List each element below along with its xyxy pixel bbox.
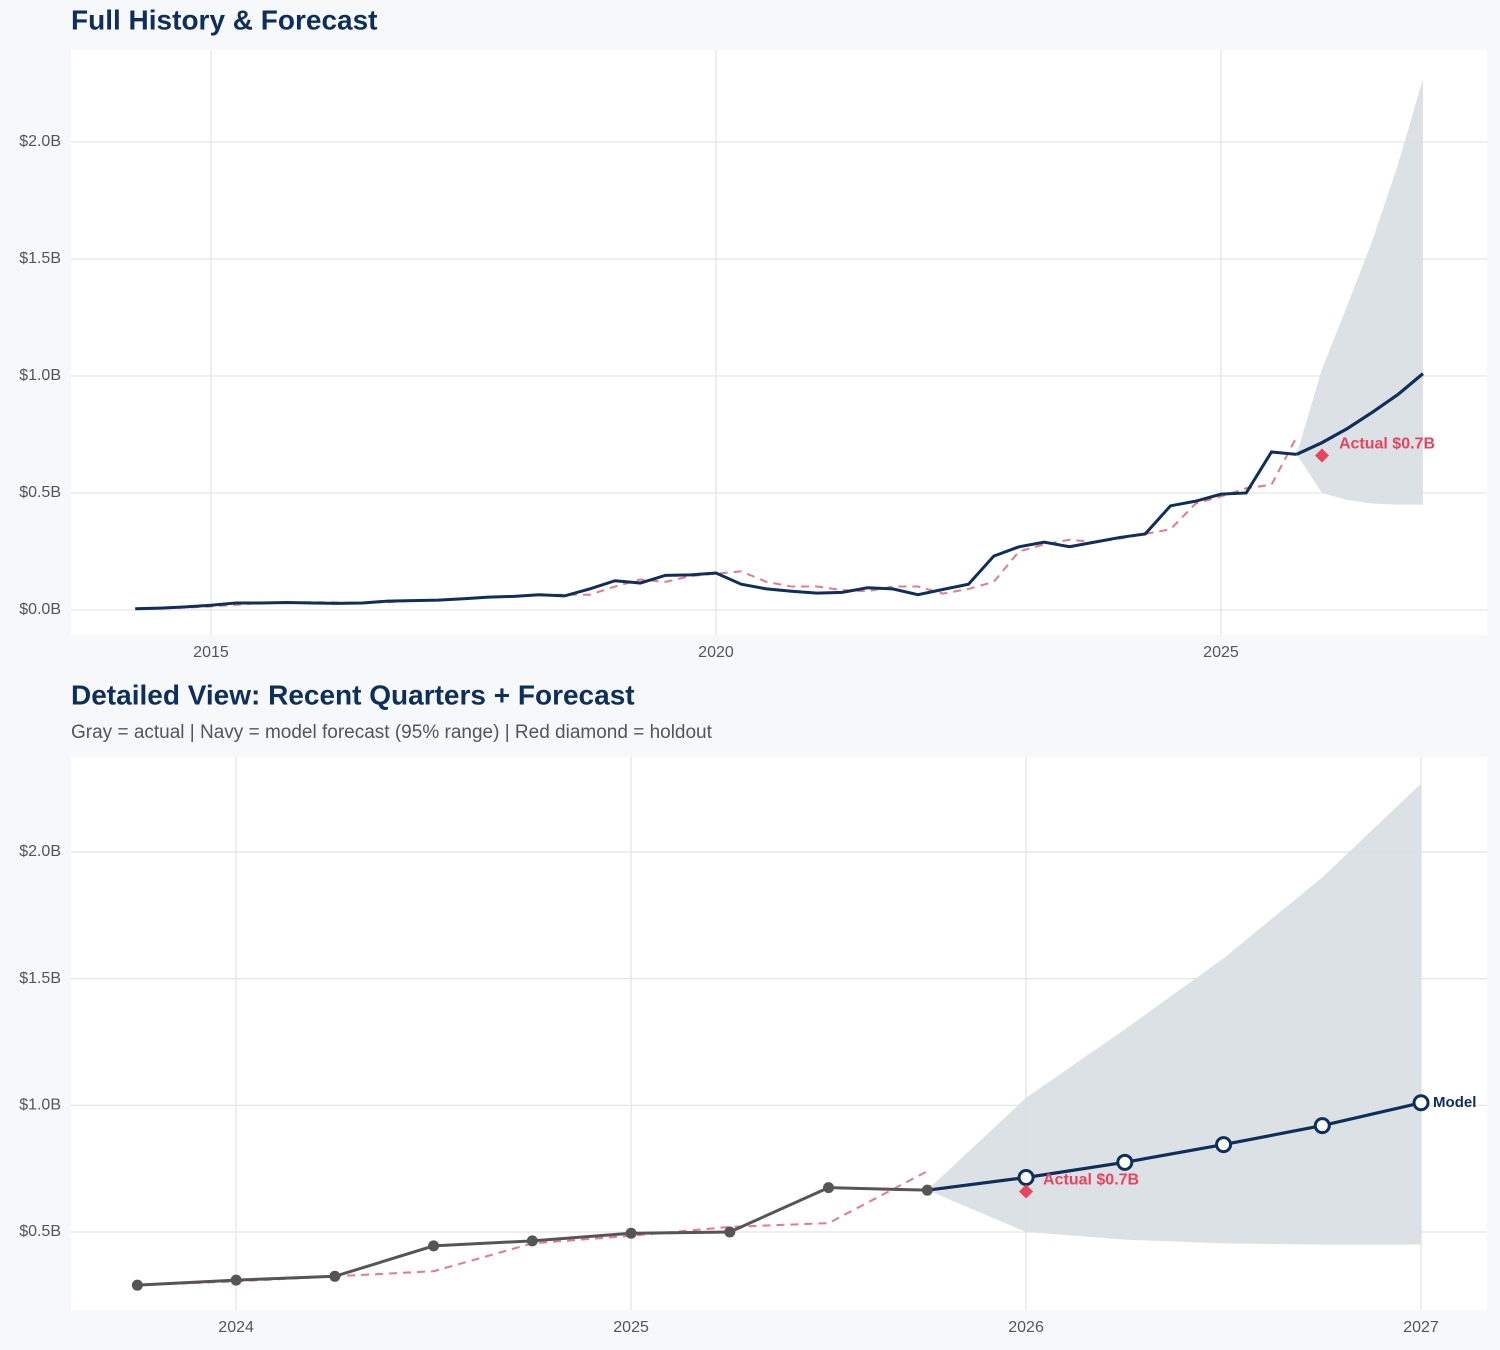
forecast-label: Model [1433,1094,1476,1111]
y-tick-label: $2.0B [19,843,61,860]
actual-point [526,1235,538,1247]
forecast-point [1116,1153,1134,1171]
forecast-point [1313,1117,1331,1135]
holdout-marker [1019,1184,1034,1199]
y-tick-label: $2.0B [19,133,61,150]
actual-point [921,1184,933,1196]
holdout-label: Actual $0.7B [1043,1172,1139,1189]
actual-point [428,1240,440,1252]
actual-point [230,1274,242,1286]
x-tick-label: 2025 [1203,644,1239,661]
actual-line [135,450,1297,611]
actual-point [724,1226,736,1238]
holdout-label: Actual $0.7B [1339,436,1435,453]
chart-title: Full History & Forecast [71,4,378,35]
x-tick-label: 2025 [613,1319,649,1336]
actual-point [625,1227,637,1239]
forecast-point [1017,1169,1035,1187]
x-tick-label: 2024 [218,1319,254,1336]
x-tick-label: 2020 [698,644,734,661]
forecast-point [1412,1094,1430,1112]
y-tick-label: $1.0B [19,367,61,384]
y-tick-label: $0.5B [19,484,61,501]
actual-point [329,1270,341,1282]
y-tick-label: $0.0B [19,601,61,618]
x-tick-label: 2026 [1008,1319,1044,1336]
actual-point [823,1182,835,1194]
y-tick-label: $1.0B [19,1097,61,1114]
forecast-line [1296,372,1424,456]
forecast-point [1215,1136,1233,1154]
actual-point [131,1279,143,1291]
y-tick-label: $0.5B [19,1223,61,1240]
plot-area [71,50,1487,635]
chart-title: Detailed View: Recent Quarters + Forecas… [71,679,635,710]
y-tick-label: $1.5B [19,250,61,267]
holdout-marker [1314,448,1329,463]
forecast-line [927,1101,1422,1192]
chart-subtitle: Gray = actual | Navy = model forecast (9… [71,722,713,743]
y-tick-label: $1.5B [19,970,61,987]
x-tick-label: 2027 [1403,1319,1439,1336]
x-tick-label: 2015 [193,644,229,661]
